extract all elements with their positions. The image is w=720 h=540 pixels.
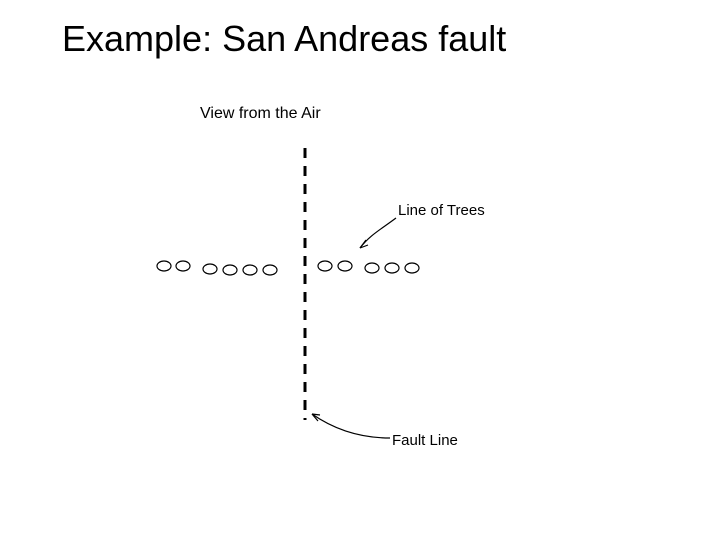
tree-icon xyxy=(157,261,171,271)
arrow-fault-path xyxy=(312,414,390,438)
tree-icon xyxy=(223,265,237,275)
tree-icon xyxy=(338,261,352,271)
arrow-trees-path xyxy=(360,218,396,248)
tree-icon xyxy=(318,261,332,271)
tree-icon xyxy=(385,263,399,273)
tree-icon xyxy=(203,264,217,274)
tree-icon xyxy=(365,263,379,273)
tree-icon xyxy=(263,265,277,275)
tree-icon xyxy=(243,265,257,275)
arrow-trees xyxy=(360,218,396,248)
tree-icon xyxy=(405,263,419,273)
arrow-fault xyxy=(312,414,390,438)
arrow-fault-head xyxy=(312,414,320,421)
diagram-svg xyxy=(0,0,720,540)
slide-root: Example: San Andreas fault View from the… xyxy=(0,0,720,540)
trees-group xyxy=(157,261,419,275)
tree-icon xyxy=(176,261,190,271)
